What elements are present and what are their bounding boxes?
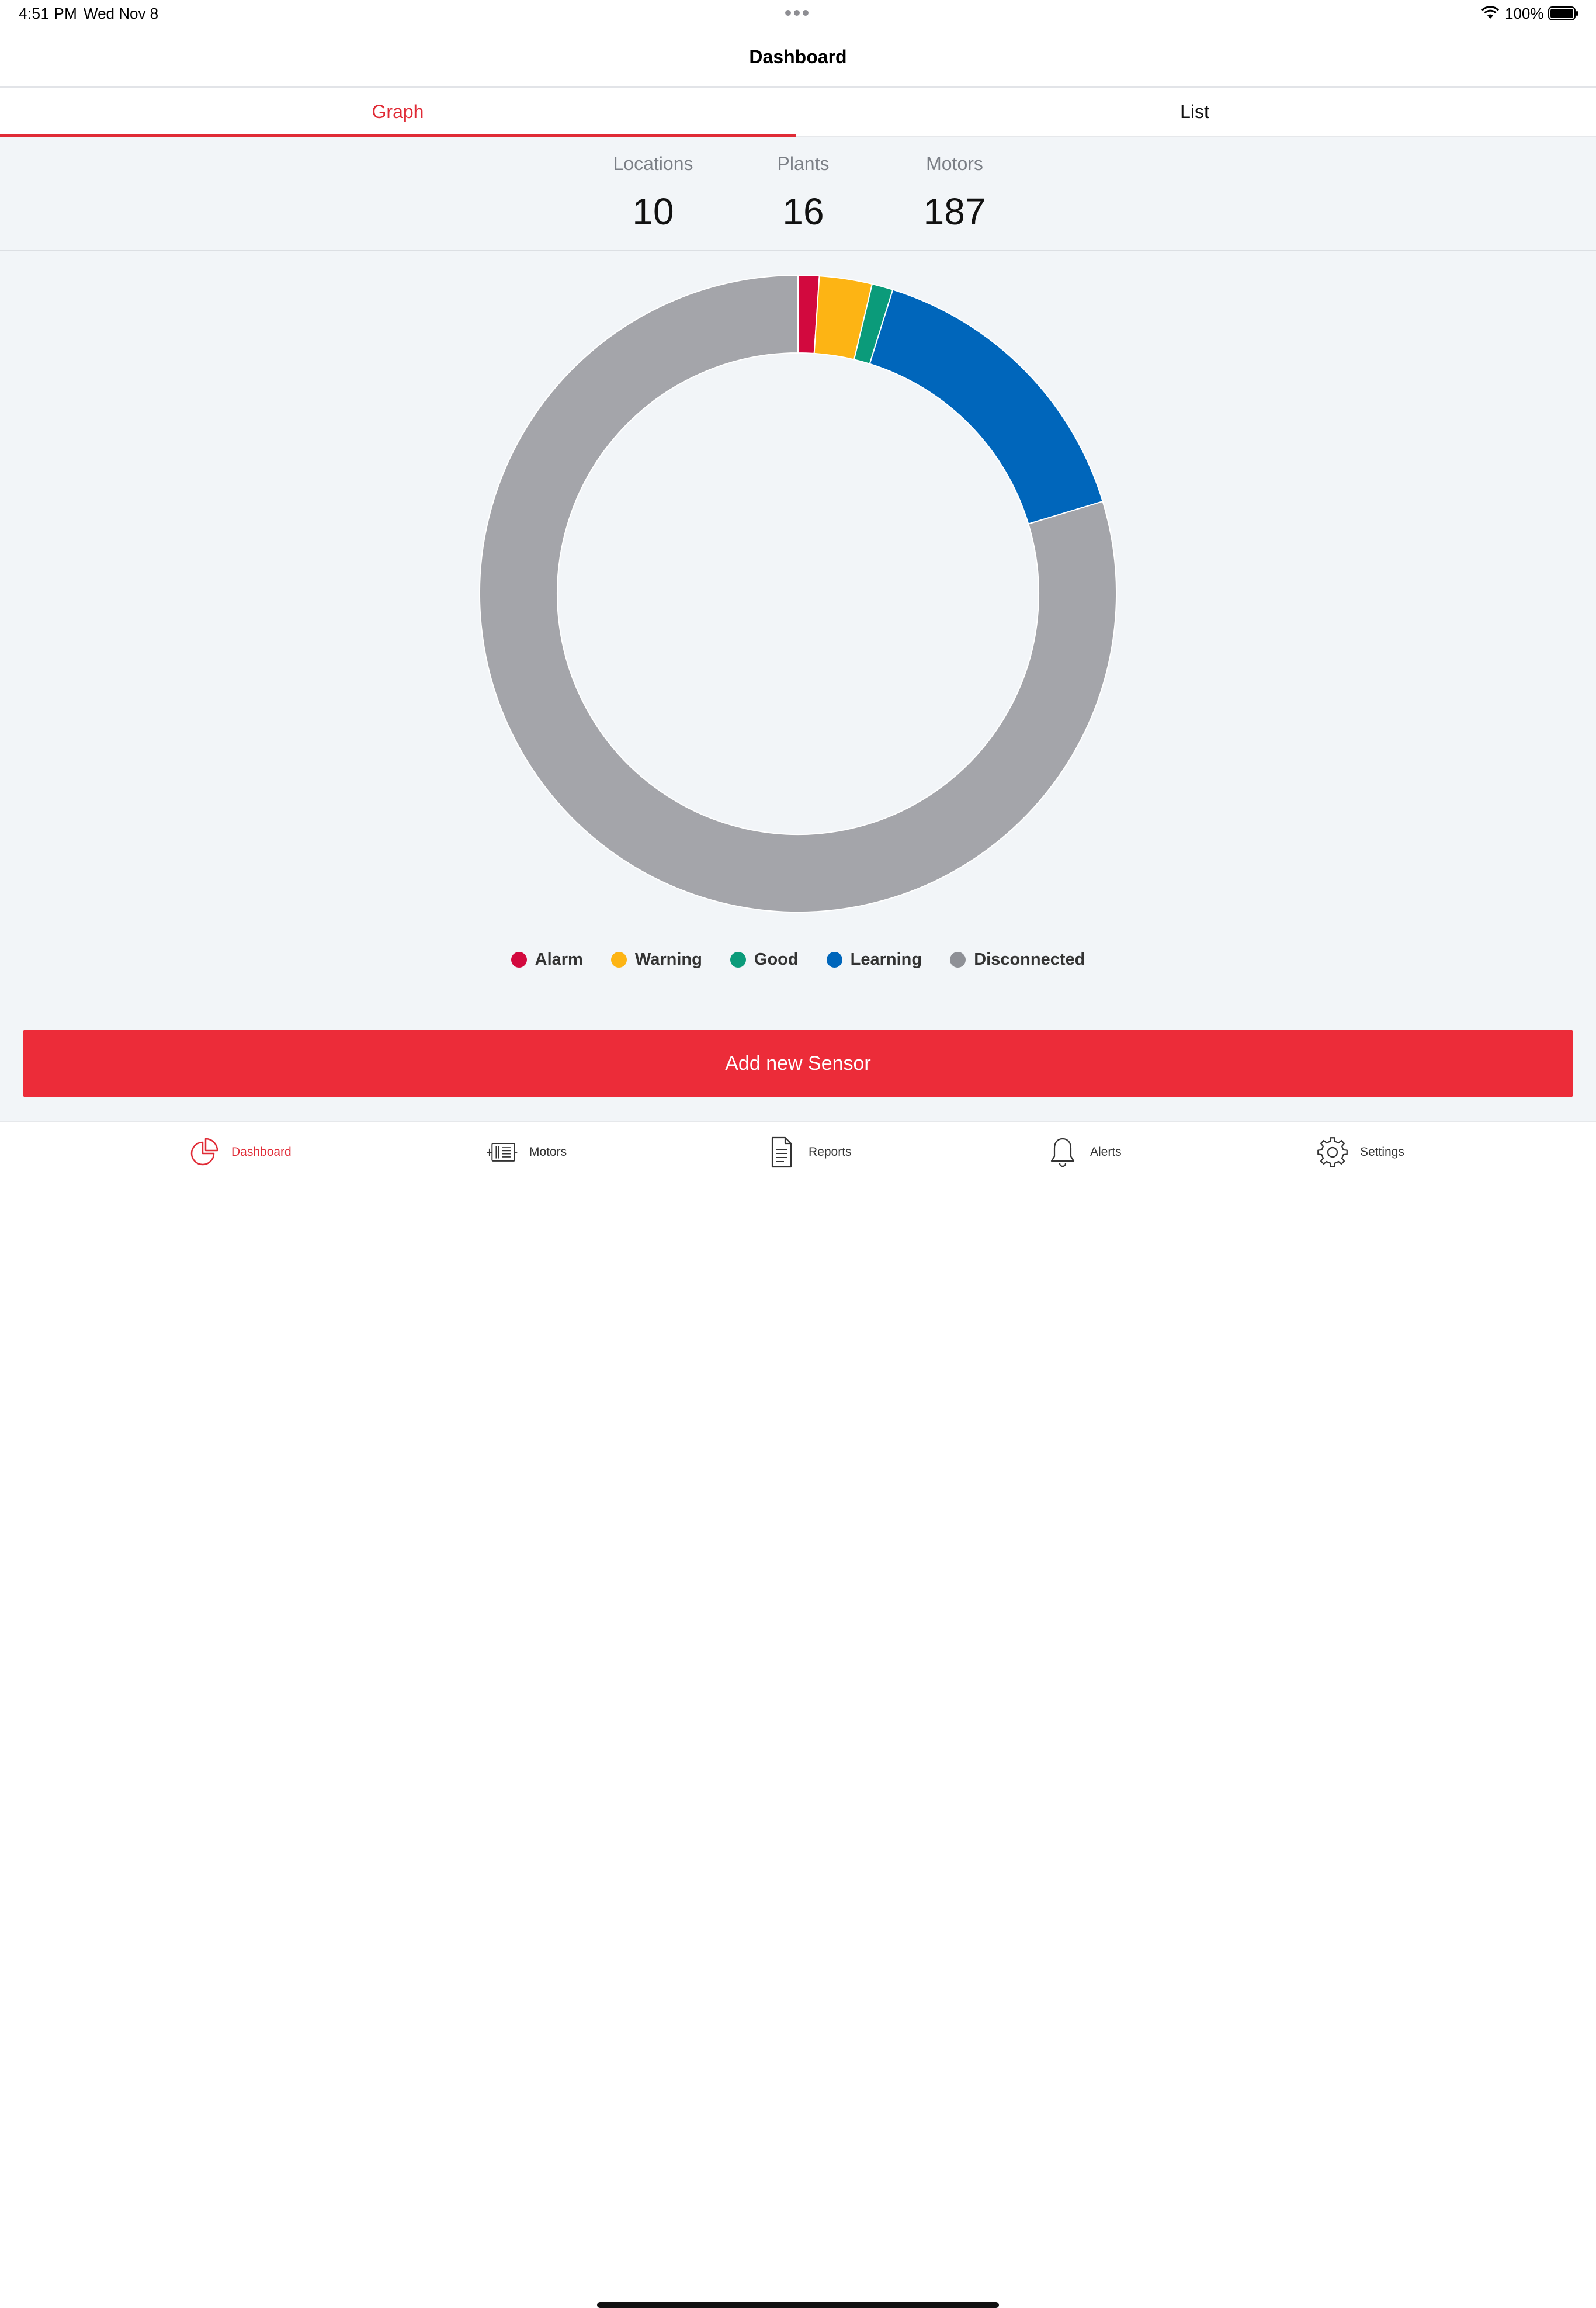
bottom-tab-reports[interactable]: Reports bbox=[764, 1134, 852, 1171]
stat-motors[interactable]: Motors 187 bbox=[890, 153, 1019, 233]
warning-dot-icon bbox=[610, 952, 627, 968]
stat-locations-label: Locations bbox=[613, 153, 693, 174]
bottom-tab-settings[interactable]: Settings bbox=[1316, 1134, 1404, 1171]
legend-item-learning[interactable]: Learning bbox=[826, 950, 922, 969]
wifi-icon bbox=[1481, 6, 1500, 19]
tab-graph[interactable]: Graph bbox=[0, 88, 796, 137]
multitasking-dots-icon[interactable] bbox=[785, 8, 812, 16]
chart-legend: Alarm Warning Good Learning Disconnected bbox=[0, 950, 1596, 972]
legend-item-warning[interactable]: Warning bbox=[610, 950, 702, 969]
battery-icon bbox=[1548, 6, 1578, 20]
disconnected-dot-icon bbox=[950, 952, 966, 968]
legend-label-warning: Warning bbox=[634, 950, 702, 969]
legend-label-learning: Learning bbox=[850, 950, 922, 969]
bottom-tab-motors-label: Motors bbox=[529, 1145, 567, 1159]
legend-label-disconnected: Disconnected bbox=[974, 950, 1085, 969]
bottom-tab-dashboard-label: Dashboard bbox=[231, 1145, 292, 1159]
bottom-tab-settings-label: Settings bbox=[1360, 1145, 1404, 1159]
motor-icon bbox=[487, 1143, 518, 1162]
status-bar: 4:51 PM Wed Nov 8 100% bbox=[0, 0, 1596, 28]
bell-icon bbox=[1050, 1138, 1075, 1167]
document-icon bbox=[771, 1136, 792, 1168]
stat-plants-label: Plants bbox=[777, 153, 830, 174]
gear-icon bbox=[1317, 1137, 1348, 1167]
dashboard-pie-icon bbox=[190, 1138, 218, 1166]
stat-locations-value: 10 bbox=[632, 190, 674, 233]
page-title: Dashboard bbox=[749, 46, 847, 67]
stat-plants-value: 16 bbox=[782, 190, 824, 233]
battery-percentage: 100% bbox=[1505, 5, 1544, 22]
alarm-dot-icon bbox=[511, 952, 527, 968]
add-sensor-button[interactable]: Add new Sensor bbox=[23, 1030, 1573, 1097]
legend-item-disconnected[interactable]: Disconnected bbox=[950, 950, 1085, 969]
view-switcher: Graph List bbox=[0, 88, 1596, 137]
status-donut-chart[interactable] bbox=[476, 271, 1120, 916]
status-date: Wed Nov 8 bbox=[84, 5, 159, 22]
tab-list[interactable]: List bbox=[1180, 101, 1209, 122]
bottom-tab-bar: Dashboard Motors Reports bbox=[0, 1121, 1596, 2308]
dashboard-content: Locations 10 Plants 16 Motors 187 Alarm … bbox=[0, 137, 1596, 1121]
legend-label-alarm: Alarm bbox=[535, 950, 583, 969]
legend-label-good: Good bbox=[754, 950, 799, 969]
bottom-tab-alerts-label: Alerts bbox=[1090, 1145, 1122, 1159]
home-indicator bbox=[597, 2302, 999, 2308]
stat-plants[interactable]: Plants 16 bbox=[739, 153, 868, 233]
legend-item-good[interactable]: Good bbox=[730, 950, 799, 969]
bottom-tab-alerts[interactable]: Alerts bbox=[1046, 1134, 1122, 1171]
stat-motors-label: Motors bbox=[926, 153, 983, 174]
bottom-tab-reports-label: Reports bbox=[809, 1145, 852, 1159]
bottom-tab-dashboard[interactable]: Dashboard bbox=[187, 1134, 292, 1171]
legend-item-alarm[interactable]: Alarm bbox=[511, 950, 583, 969]
donut-slice-disconnected[interactable] bbox=[479, 274, 1117, 913]
stat-motors-value: 187 bbox=[923, 190, 986, 233]
status-time: 4:51 PM bbox=[19, 5, 78, 22]
navigation-bar: Dashboard bbox=[0, 28, 1596, 88]
stat-locations[interactable]: Locations 10 bbox=[589, 153, 717, 233]
summary-stats: Locations 10 Plants 16 Motors 187 bbox=[0, 137, 1596, 251]
learning-dot-icon bbox=[826, 952, 842, 968]
bottom-tab-motors[interactable]: Motors bbox=[485, 1134, 567, 1171]
good-dot-icon bbox=[730, 952, 746, 968]
donut-slice-learning[interactable] bbox=[869, 289, 1104, 525]
